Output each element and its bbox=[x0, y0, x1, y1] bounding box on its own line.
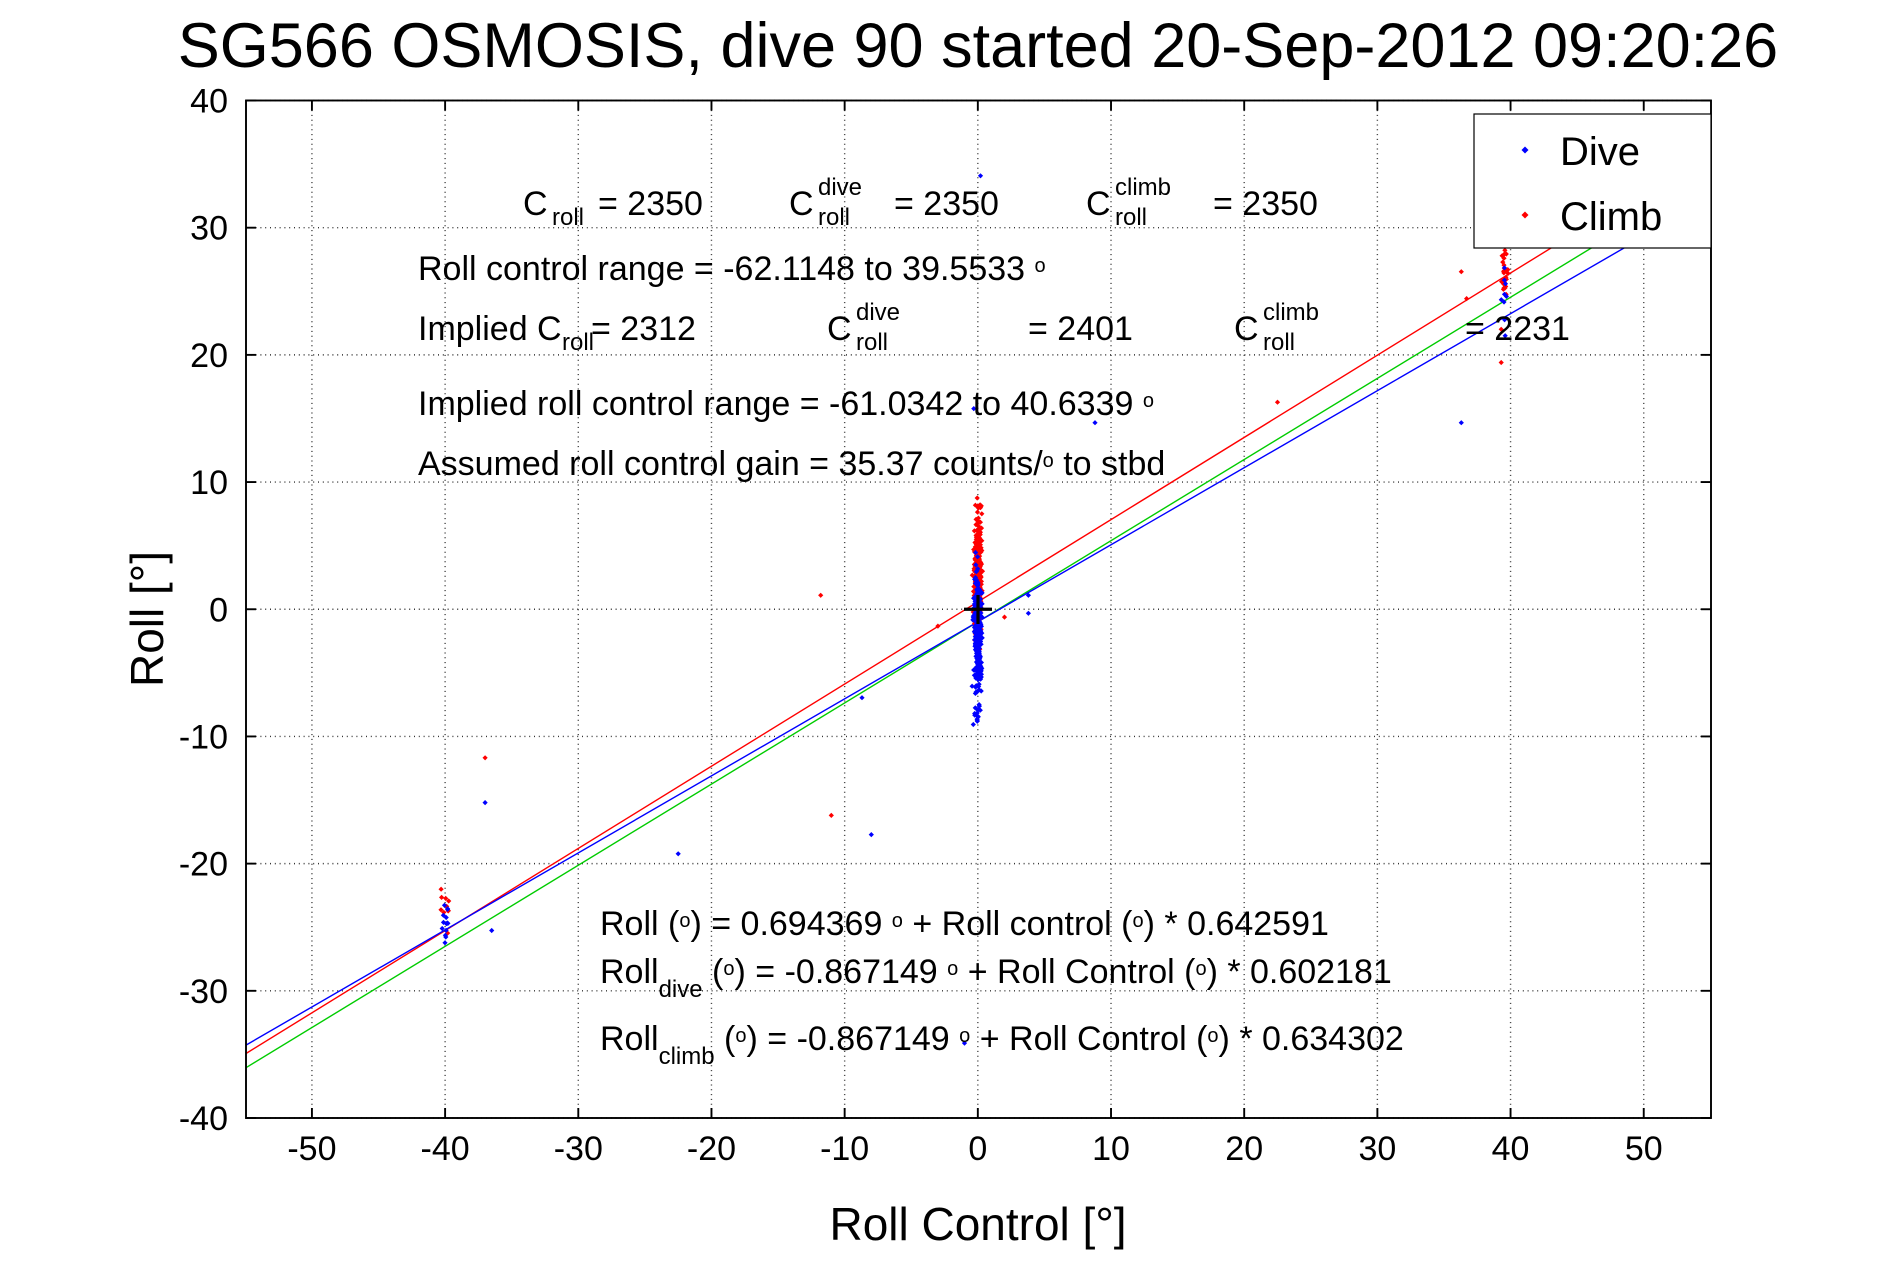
svg-text:roll: roll bbox=[552, 204, 584, 231]
svg-text:-30: -30 bbox=[179, 973, 228, 1011]
svg-text:-20: -20 bbox=[687, 1130, 736, 1168]
svg-text:30: 30 bbox=[190, 210, 228, 248]
svg-text:C: C bbox=[789, 185, 814, 223]
svg-text:= 2231: = 2231 bbox=[1465, 310, 1570, 348]
svg-text:SG566 OSMOSIS, dive 90 started: SG566 OSMOSIS, dive 90 started 20-Sep-20… bbox=[178, 11, 1778, 81]
svg-text:roll: roll bbox=[1115, 204, 1147, 231]
svg-text:-10: -10 bbox=[179, 718, 228, 756]
svg-text:dive: dive bbox=[818, 174, 862, 201]
svg-text:-40: -40 bbox=[421, 1130, 470, 1168]
svg-text:C: C bbox=[1234, 310, 1259, 348]
svg-text:= 2401: = 2401 bbox=[1028, 310, 1133, 348]
svg-text:Roll (o) = 0.694369 o + Roll c: Roll (o) = 0.694369 o + Roll control (o)… bbox=[600, 905, 1329, 943]
svg-text:= 2350: = 2350 bbox=[1213, 185, 1318, 223]
svg-text:climb: climb bbox=[1263, 299, 1319, 326]
svg-text:= 2312: = 2312 bbox=[591, 310, 696, 348]
svg-text:C: C bbox=[1086, 185, 1111, 223]
svg-text:C: C bbox=[523, 185, 548, 223]
svg-text:C: C bbox=[827, 310, 852, 348]
svg-text:roll: roll bbox=[1263, 329, 1295, 356]
svg-text:climb: climb bbox=[1115, 174, 1171, 201]
svg-text:= 2350: = 2350 bbox=[598, 185, 703, 223]
svg-text:0: 0 bbox=[968, 1130, 987, 1168]
svg-text:roll: roll bbox=[562, 329, 594, 356]
svg-text:Roll Control [°]: Roll Control [°] bbox=[829, 1198, 1126, 1250]
svg-text:10: 10 bbox=[190, 464, 228, 502]
svg-text:-10: -10 bbox=[820, 1130, 869, 1168]
svg-text:= 2350: = 2350 bbox=[894, 185, 999, 223]
svg-text:roll: roll bbox=[818, 204, 850, 231]
svg-text:Climb: Climb bbox=[1560, 195, 1662, 239]
svg-text:40: 40 bbox=[1492, 1130, 1530, 1168]
svg-text:30: 30 bbox=[1358, 1130, 1396, 1168]
svg-text:20: 20 bbox=[190, 337, 228, 375]
svg-text:50: 50 bbox=[1625, 1130, 1663, 1168]
svg-text:roll: roll bbox=[856, 329, 888, 356]
svg-text:Dive: Dive bbox=[1560, 130, 1640, 174]
svg-text:Implied C: Implied C bbox=[418, 310, 562, 348]
svg-text:dive: dive bbox=[856, 299, 900, 326]
svg-text:Implied roll control range = -: Implied roll control range = -61.0342 to… bbox=[418, 385, 1154, 423]
svg-text:0: 0 bbox=[209, 591, 228, 629]
svg-text:40: 40 bbox=[190, 83, 228, 121]
svg-text:-40: -40 bbox=[179, 1100, 228, 1138]
svg-text:-50: -50 bbox=[287, 1130, 336, 1168]
svg-text:10: 10 bbox=[1092, 1130, 1130, 1168]
svg-text:Roll control range = -62.1148: Roll control range = -62.1148 to 39.5533… bbox=[418, 250, 1046, 288]
svg-text:20: 20 bbox=[1225, 1130, 1263, 1168]
svg-text:-30: -30 bbox=[554, 1130, 603, 1168]
svg-text:Assumed roll control gain = 35: Assumed roll control gain = 35.37 counts… bbox=[418, 445, 1165, 483]
svg-text:Roll [°]: Roll [°] bbox=[121, 551, 173, 687]
svg-text:-20: -20 bbox=[179, 846, 228, 884]
